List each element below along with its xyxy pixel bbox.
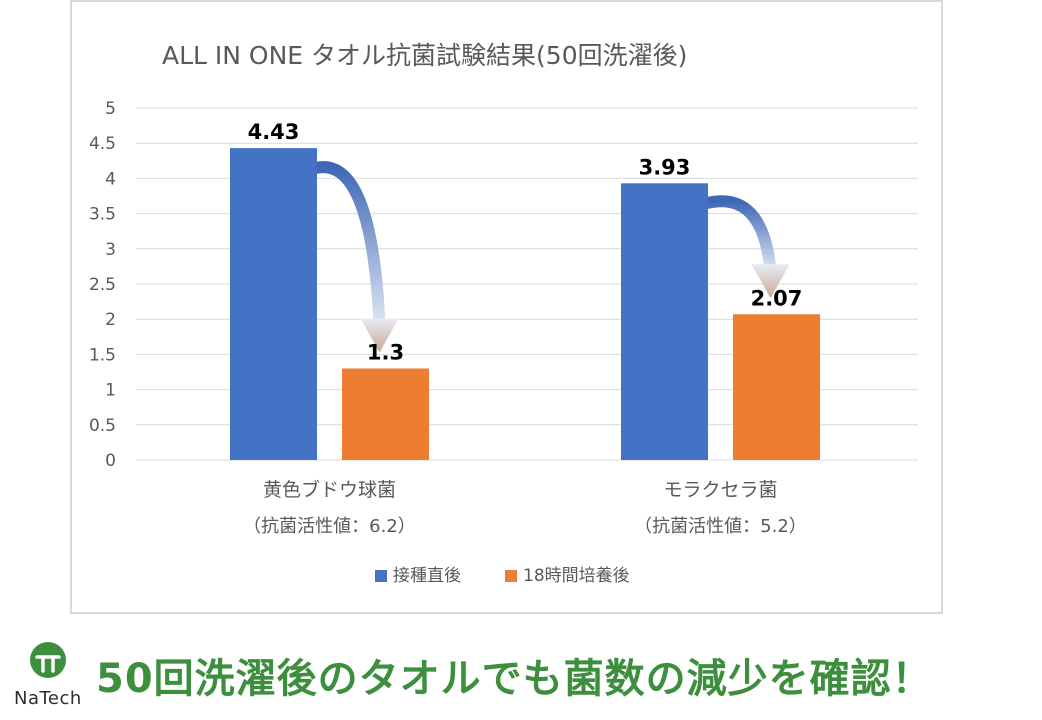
tagline: 50回洗濯後のタオルでも菌数の減少を確認！ [96, 656, 933, 702]
y-tick-label: 3.5 [89, 205, 116, 225]
bar [342, 368, 429, 460]
data-labels: 4.43 1.3 3.93 2.07 [248, 120, 803, 364]
chart-title: ALL IN ONE タオル抗菌試験結果(50回洗濯後) [162, 41, 687, 70]
y-axis-ticks: 0 0.5 1 1.5 2 2.5 3 3.5 4 4.5 5 [89, 99, 116, 471]
y-tick-label: 2.5 [89, 275, 116, 295]
data-label: 1.3 [367, 340, 404, 364]
trend-arrow [700, 195, 777, 277]
logo-text: NaTech [14, 688, 82, 709]
data-label: 3.93 [639, 155, 691, 179]
bar [230, 148, 317, 461]
y-tick-label: 4.5 [89, 134, 116, 154]
category-sublabel: （抗菌活性値：5.2） [634, 516, 807, 537]
y-tick-label: 4 [105, 169, 116, 189]
y-tick-label: 2 [105, 310, 116, 330]
y-tick-label: 5 [105, 99, 116, 119]
chart: ALL IN ONE タオル抗菌試験結果(50回洗濯後) 0 0.5 1 1.5 2 2.… [89, 41, 918, 586]
y-tick-label: 0.5 [89, 416, 116, 436]
y-tick-label: 1.5 [89, 345, 116, 365]
y-tick-label: 0 [105, 451, 116, 471]
legend-swatch [375, 570, 387, 582]
bars [230, 148, 820, 461]
category-label: モラクセラ菌 [663, 479, 777, 501]
bottom-banner: NaTech 50回洗濯後のタオルでも菌数の減少を確認！ [0, 630, 1042, 720]
data-label: 4.43 [248, 120, 300, 144]
bar [733, 314, 820, 460]
chart-frame: ALL IN ONE タオル抗菌試験結果(50回洗濯後) 0 0.5 1 1.5 2 2.… [70, 0, 943, 614]
category-label: 黄色ブドウ球菌 [263, 478, 396, 501]
legend-label: 接種直後 [393, 566, 461, 586]
trend-arrowhead [751, 264, 790, 299]
category-sublabel: （抗菌活性値：6.2） [243, 516, 416, 537]
trend-arrowhead [360, 318, 399, 353]
bar [621, 183, 708, 460]
y-tick-label: 3 [105, 240, 116, 260]
legend-swatch [505, 570, 517, 582]
legend-label: 18時間培養後 [523, 566, 630, 586]
logo-mark-icon [30, 642, 66, 678]
natech-logo: NaTech [14, 640, 84, 710]
legend: 接種直後 18時間培養後 [375, 566, 630, 586]
data-label: 2.07 [751, 286, 803, 310]
arrows [309, 161, 790, 353]
category-labels: 黄色ブドウ球菌 （抗菌活性値：6.2） モラクセラ菌 （抗菌活性値：5.2） [243, 478, 807, 537]
trend-arrow [309, 161, 386, 331]
y-tick-label: 1 [105, 381, 116, 401]
